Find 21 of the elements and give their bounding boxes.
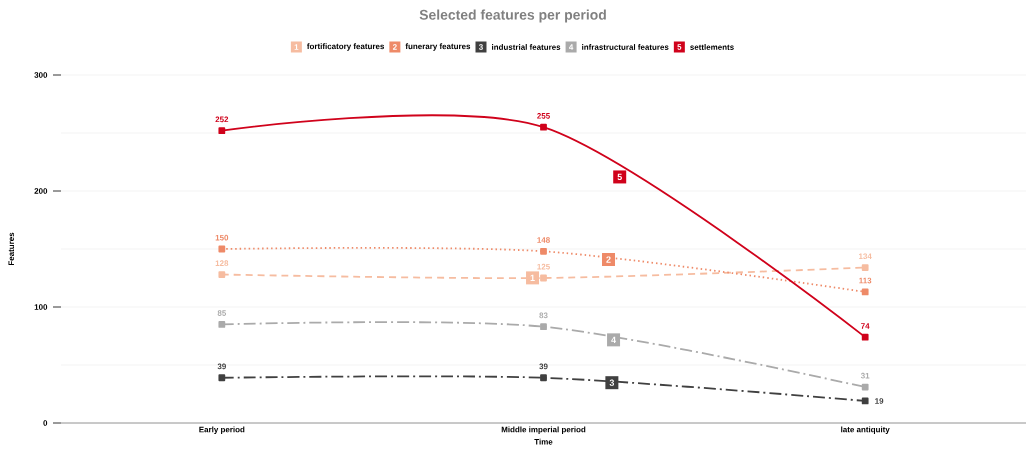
point — [540, 274, 547, 282]
annotation: 2 — [606, 256, 611, 263]
point — [540, 323, 547, 331]
point — [861, 383, 869, 391]
point — [218, 374, 226, 382]
point — [218, 127, 226, 135]
point — [540, 123, 547, 131]
point — [861, 264, 869, 271]
point — [218, 271, 226, 278]
point — [861, 288, 869, 296]
point — [861, 333, 869, 341]
point — [540, 247, 547, 255]
annotation: 1 — [530, 274, 535, 281]
point — [540, 374, 547, 382]
point — [218, 245, 226, 253]
chart-title: Selected features per period — [419, 9, 606, 23]
annotation: 4 — [611, 336, 616, 343]
annotation: 3 — [609, 379, 615, 386]
annotation: 5 — [617, 173, 622, 181]
point — [861, 397, 869, 405]
point — [218, 321, 226, 328]
